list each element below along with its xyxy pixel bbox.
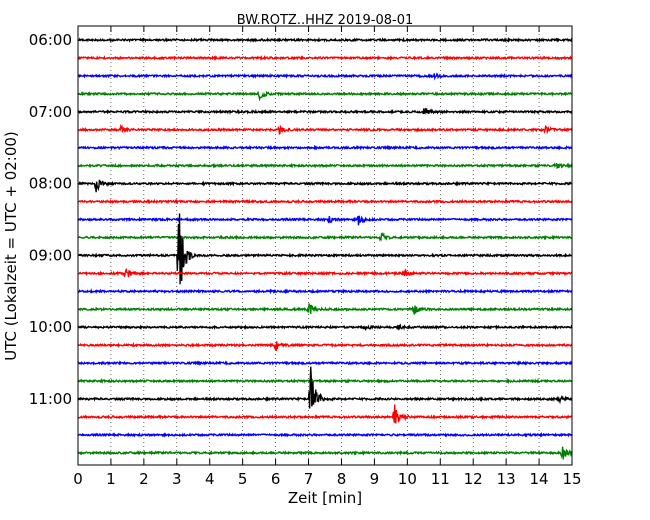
trace-0845 [77, 232, 573, 242]
x-tick-label: 0 [73, 470, 83, 488]
trace-0730 [77, 144, 573, 151]
trace-0630 [77, 72, 573, 81]
seismogram-traces [77, 36, 573, 460]
trace-0915 [77, 268, 573, 278]
y-axis-ticks: 06:00 07:00 08:00 09:00 10:00 11:00 [29, 31, 572, 408]
x-tick-label: 4 [205, 470, 215, 488]
trace-0815 [77, 198, 573, 205]
x-tick-label: 7 [304, 470, 314, 488]
x-tick-label: 6 [271, 470, 281, 488]
trace-1000 [77, 323, 573, 331]
chart-title: BW.ROTZ..HHZ 2019-08-01 [237, 13, 413, 28]
trace-1145 [77, 446, 573, 460]
plot-frame [77, 25, 573, 466]
x-tick-label: 9 [370, 470, 380, 488]
x-tick-label: 13 [497, 470, 516, 488]
y-tick-label: 11:00 [29, 390, 72, 408]
trace-0945 [77, 303, 573, 315]
trace-0715 [77, 123, 573, 136]
trace-1015 [77, 341, 573, 352]
x-tick-label: 14 [530, 470, 549, 488]
trace-0930 [77, 288, 573, 295]
x-tick-label: 12 [464, 470, 483, 488]
trace-0830 [77, 215, 573, 226]
trace-1130 [77, 431, 573, 438]
x-tick-label: 11 [431, 470, 450, 488]
trace-0615 [77, 54, 573, 61]
y-tick-label: 09:00 [29, 246, 72, 264]
trace-0800 [77, 179, 573, 193]
x-tick-label: 2 [139, 470, 149, 488]
trace-0645 [77, 90, 573, 102]
y-tick-label: 07:00 [29, 103, 72, 121]
y-axis-label: UTC (Lokalzeit = UTC + 02:00) [2, 131, 20, 361]
x-axis-ticks: 0 1 2 3 4 5 6 7 8 9 10 11 12 13 14 15 [73, 26, 582, 488]
x-tick-label: 15 [562, 470, 581, 488]
x-tick-label: 1 [106, 470, 116, 488]
trace-0745 [77, 162, 573, 170]
y-tick-label: 06:00 [29, 31, 72, 49]
y-tick-label: 08:00 [29, 175, 72, 193]
x-tick-label: 3 [172, 470, 182, 488]
trace-1100 [77, 366, 573, 409]
trace-1115 [77, 404, 573, 424]
trace-1045 [77, 377, 573, 385]
x-axis-label: Zeit [min] [288, 489, 362, 507]
x-tick-label: 8 [337, 470, 347, 488]
trace-0900 [77, 213, 573, 285]
trace-0700 [77, 107, 573, 115]
trace-1030 [77, 360, 573, 366]
y-tick-label: 10:00 [29, 318, 72, 336]
x-tick-label: 10 [398, 470, 417, 488]
x-tick-label: 5 [238, 470, 248, 488]
trace-0600 [77, 36, 573, 43]
